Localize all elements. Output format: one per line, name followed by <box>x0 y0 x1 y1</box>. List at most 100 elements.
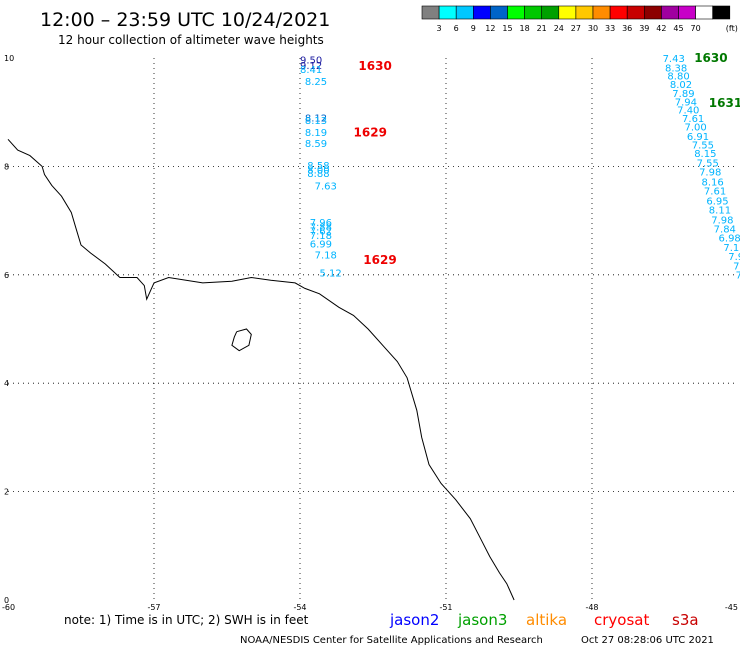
swh-value: 7.18 <box>310 231 332 242</box>
swh-value: 7.88 <box>310 222 332 233</box>
scale-label: 18 <box>520 24 530 33</box>
swh-value: 7.89 <box>672 89 694 100</box>
swh-value: 7.62 <box>310 227 332 238</box>
swh-value: 7.61 <box>682 114 704 125</box>
mission-legend-item: altika <box>526 611 567 629</box>
swh-value: 6.99 <box>310 240 332 251</box>
swh-value: 8.02 <box>670 80 692 91</box>
swh-value: 7.61 <box>704 187 726 198</box>
swh-value: 8.00 <box>307 165 329 176</box>
mission-legend-item: s3a <box>672 611 699 629</box>
scale-swatch <box>490 5 508 20</box>
scale-label: 70 <box>691 24 701 33</box>
swh-value: 8.80 <box>667 72 689 83</box>
swh-value: 8.12 <box>305 113 327 124</box>
swh-value: 8.59 <box>305 139 327 150</box>
swh-value: 9.12 <box>300 61 322 72</box>
scale-swatch <box>575 5 594 20</box>
scale-label: 36 <box>622 24 632 33</box>
scale-swatch <box>661 5 679 20</box>
swh-value: 9.50 <box>300 55 322 66</box>
scale-swatch <box>421 5 440 20</box>
scale-label: 24 <box>554 24 564 33</box>
swh-value: 6.91 <box>687 132 709 143</box>
lat-tick-label: 10 <box>4 54 14 63</box>
lat-tick-label: 6 <box>4 271 9 280</box>
mission-legend-item: jason3 <box>457 611 507 629</box>
scale-unit: (ft) <box>726 24 738 33</box>
scale-swatch <box>626 5 645 20</box>
scale-swatch <box>541 5 560 20</box>
lon-tick-label: -60 <box>2 603 15 612</box>
swh-value: 8.88 <box>307 169 329 180</box>
scale-label: 21 <box>537 24 547 33</box>
footer-credit: NOAA/NESDIS Center for Satellite Applica… <box>240 635 543 646</box>
swh-value: 8.58 <box>307 161 329 172</box>
altimeter-tracks: 9.509.128.418.25 8.128.138.198.59 8.588.00… <box>300 51 740 282</box>
swh-value: 8.41 <box>300 65 322 76</box>
pass-time-label: 1629 <box>354 126 387 140</box>
coastline-path <box>7 138 515 601</box>
swh-value: 7. <box>733 261 740 272</box>
lat-tick-label: 8 <box>4 162 9 171</box>
swh-value: 7.55 <box>697 158 719 169</box>
scale-swatch <box>438 5 457 20</box>
scale-swatch <box>524 5 542 20</box>
scale-swatch <box>678 5 696 20</box>
pass-time-label: 1631 <box>709 96 740 110</box>
swh-value: 8.25 <box>305 77 327 88</box>
scale-label: 12 <box>485 24 495 33</box>
swh-value: 8.11 <box>709 206 731 217</box>
pass-time-label: 1629 <box>363 253 396 267</box>
scale-label: 27 <box>571 24 581 33</box>
footer-timestamp: Oct 27 08:28:06 UTC 2021 <box>581 635 714 646</box>
scale-swatch <box>507 5 525 20</box>
graticule <box>8 58 738 600</box>
scale-swatch <box>609 5 628 20</box>
mission-legend-item: cryosat <box>594 611 649 629</box>
lon-tick-label: -48 <box>585 603 598 612</box>
map-title: 12:00 – 23:59 UTC 10/24/2021 <box>40 9 330 31</box>
map-subtitle: 12 hour collection of altimeter wave hei… <box>58 33 324 47</box>
footer-note: note: 1) Time is in UTC; 2) SWH is in fe… <box>64 613 309 627</box>
altimeter-track: 9.509.128.418.25 8.128.138.198.59 8.588.00… <box>300 55 397 279</box>
scale-swatch <box>695 5 713 20</box>
axis-ticks: -60 -57 -54 -51 -48 -45 0 2 4 6 8 10 <box>2 54 738 612</box>
swh-value: 8.19 <box>305 128 327 139</box>
swh-value: 7.18 <box>315 251 337 262</box>
swh-value: 7.94 <box>675 98 697 109</box>
swh-value: 5.12 <box>319 268 341 279</box>
altimeter-track: 7.438.388.808.027.897.947.407.617.006.91… <box>663 51 740 282</box>
scale-label: 39 <box>639 24 649 33</box>
scale-label: 6 <box>454 24 459 33</box>
swh-value: 6.95 <box>706 196 728 207</box>
pass-time-label: 1630 <box>694 51 727 65</box>
lon-tick-label: -45 <box>725 603 738 612</box>
scale-label: 3 <box>437 24 442 33</box>
lat-tick-label: 2 <box>4 488 9 497</box>
scale-swatch <box>472 5 491 20</box>
swh-value: 7.43 <box>663 54 685 65</box>
swh-value: 7.96 <box>310 218 332 229</box>
scale-label: 15 <box>502 24 512 33</box>
swh-value: 7.40 <box>677 105 699 116</box>
scale-label: 30 <box>588 24 598 33</box>
swh-value: 6.98 <box>719 234 740 245</box>
lat-tick-label: 0 <box>4 596 9 605</box>
lon-tick-label: -54 <box>293 603 306 612</box>
swh-value: 7.00 <box>684 123 706 134</box>
scale-swatch <box>592 5 611 20</box>
swh-value: 7.1 <box>723 243 739 254</box>
swh-value: 8.38 <box>665 64 687 75</box>
color-scale: 3 6 9 12 15 18 21 24 27 30 33 36 39 42 45 70 (ft) <box>421 5 738 33</box>
lon-tick-label: -57 <box>147 603 160 612</box>
pass-time-label: 1630 <box>358 59 391 73</box>
scale-label: 33 <box>605 24 615 33</box>
swh-value: 7.84 <box>714 225 736 236</box>
swh-value: 7.9 <box>728 252 740 263</box>
scale-label: 9 <box>471 24 476 33</box>
swh-value: 7.55 <box>692 141 714 152</box>
mission-legend: jason2 jason3 altika cryosat s3a <box>389 611 699 629</box>
swh-value: 7.98 <box>711 215 733 226</box>
